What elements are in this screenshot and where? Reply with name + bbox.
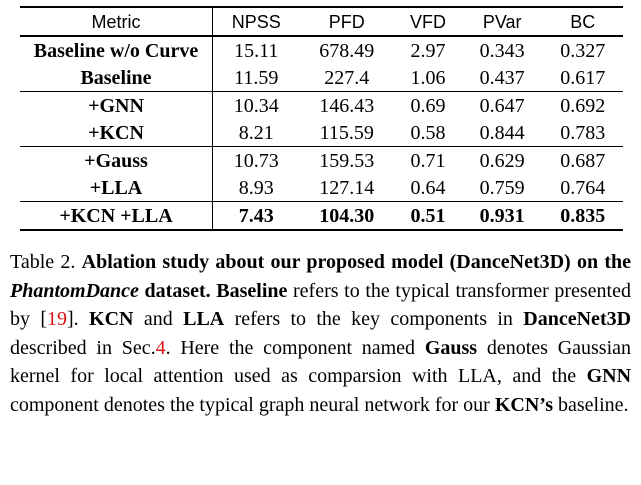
header-pvar: PVar xyxy=(461,7,543,37)
row-metric: +KCN +LLA xyxy=(20,201,213,230)
cell-vfd: 0.71 xyxy=(410,149,446,172)
cell-npss: 8.93 xyxy=(212,174,300,202)
caption-text: and xyxy=(143,308,173,330)
cell-pfd: 678.49 xyxy=(319,39,375,62)
table-row: Baseline 11.59 227.4 1.06 0.437 0.617 xyxy=(20,64,623,92)
cell-pfd: 104.30 xyxy=(319,204,375,227)
caption-title: Ablation study about our proposed model … xyxy=(81,251,632,273)
row-metric: +GNN xyxy=(20,91,213,119)
cell-pfd: 159.53 xyxy=(319,149,375,172)
cell-pvar: 0.759 xyxy=(461,174,543,202)
caption-text: denotes Gaussian kernel for local attent… xyxy=(10,336,632,388)
cell-pfd: 227.4 xyxy=(299,64,395,92)
cell-vfd: 1.06 xyxy=(394,64,462,92)
cell-npss: 7.43 xyxy=(238,204,274,227)
header-npss: NPSS xyxy=(212,7,300,37)
table-caption: Table 2. Ablation study about our propos… xyxy=(10,248,631,419)
table-row: +GNN 10.34 146.43 0.69 0.647 0.692 xyxy=(20,91,623,119)
term-baseline: Baseline xyxy=(216,279,288,302)
cell-vfd: 0.58 xyxy=(394,119,462,147)
cell-pvar: 0.437 xyxy=(461,64,543,92)
caption-text: ]. xyxy=(67,308,79,330)
term-gauss: Gauss xyxy=(424,336,478,359)
cell-pvar: 0.629 xyxy=(479,149,525,172)
term-lla: LLA xyxy=(183,308,225,330)
cell-npss: 15.11 xyxy=(234,39,279,62)
cell-pfd: 115.59 xyxy=(299,119,395,147)
cell-vfd: 0.64 xyxy=(394,174,462,202)
header-metric: Metric xyxy=(20,7,213,37)
cell-bc: 0.617 xyxy=(542,64,623,92)
cell-pfd: 127.14 xyxy=(299,174,395,202)
cell-bc: 0.783 xyxy=(542,119,623,147)
caption-dataset-name: PhantomDance xyxy=(10,279,139,302)
caption-label: Table 2. xyxy=(10,251,76,273)
cell-pvar: 0.844 xyxy=(461,119,543,147)
header-pfd: PFD xyxy=(299,7,395,37)
row-metric: +KCN xyxy=(20,119,213,147)
table-header-row: Metric NPSS PFD VFD PVar BC xyxy=(20,7,623,37)
caption-text: baseline. xyxy=(558,393,629,416)
header-bc: BC xyxy=(542,7,623,37)
cell-bc: 0.764 xyxy=(542,174,623,202)
caption-text: refers to the typical transformer presen… xyxy=(10,279,631,331)
ablation-table: Metric NPSS PFD VFD PVar BC Baseline w/o… xyxy=(20,6,623,231)
cell-pvar: 0.343 xyxy=(479,39,525,62)
cell-npss: 8.21 xyxy=(212,119,300,147)
row-metric: +Gauss xyxy=(20,146,213,174)
cell-npss: 11.59 xyxy=(212,64,300,92)
cell-npss: 10.34 xyxy=(233,94,279,117)
cell-npss: 10.73 xyxy=(233,149,279,172)
cell-bc: 0.835 xyxy=(560,204,606,227)
table-row: +Gauss 10.73 159.53 0.71 0.629 0.687 xyxy=(20,146,623,174)
row-metric: Baseline xyxy=(20,64,213,92)
cell-bc: 0.692 xyxy=(560,94,606,117)
cell-vfd: 2.97 xyxy=(410,39,446,62)
table-row: +LLA 8.93 127.14 0.64 0.759 0.764 xyxy=(20,174,623,202)
term-kcn: KCN xyxy=(89,308,134,330)
cell-pfd: 146.43 xyxy=(319,94,375,117)
row-metric: +LLA xyxy=(20,174,213,202)
row-metric: Baseline w/o Curve xyxy=(20,36,213,64)
caption-text: refers to the key components in xyxy=(234,308,513,330)
caption-text: . Here the component named xyxy=(165,336,416,359)
table-row: +KCN 8.21 115.59 0.58 0.844 0.783 xyxy=(20,119,623,147)
cell-vfd: 0.69 xyxy=(410,94,446,117)
term-kcns: KCN’s xyxy=(494,393,553,416)
section-link[interactable]: 4 xyxy=(155,336,166,359)
cell-pvar: 0.647 xyxy=(479,94,525,117)
table-row-best: +KCN +LLA 7.43 104.30 0.51 0.931 0.835 xyxy=(20,201,623,230)
caption-text: described in Sec. xyxy=(10,336,156,359)
cell-pvar: 0.931 xyxy=(479,204,525,227)
term-gnn: GNN xyxy=(586,365,632,387)
caption-title-end: dataset. xyxy=(144,279,211,302)
table-row: Baseline w/o Curve 15.11 678.49 2.97 0.3… xyxy=(20,36,623,64)
cell-bc: 0.687 xyxy=(560,149,606,172)
cell-vfd: 0.51 xyxy=(410,204,446,227)
caption-text: component denotes the typical graph neur… xyxy=(10,393,490,416)
header-vfd: VFD xyxy=(394,7,462,37)
term-dancenet3d: DanceNet3D xyxy=(523,308,632,330)
cell-bc: 0.327 xyxy=(560,39,606,62)
citation-link[interactable]: 19 xyxy=(47,308,68,330)
